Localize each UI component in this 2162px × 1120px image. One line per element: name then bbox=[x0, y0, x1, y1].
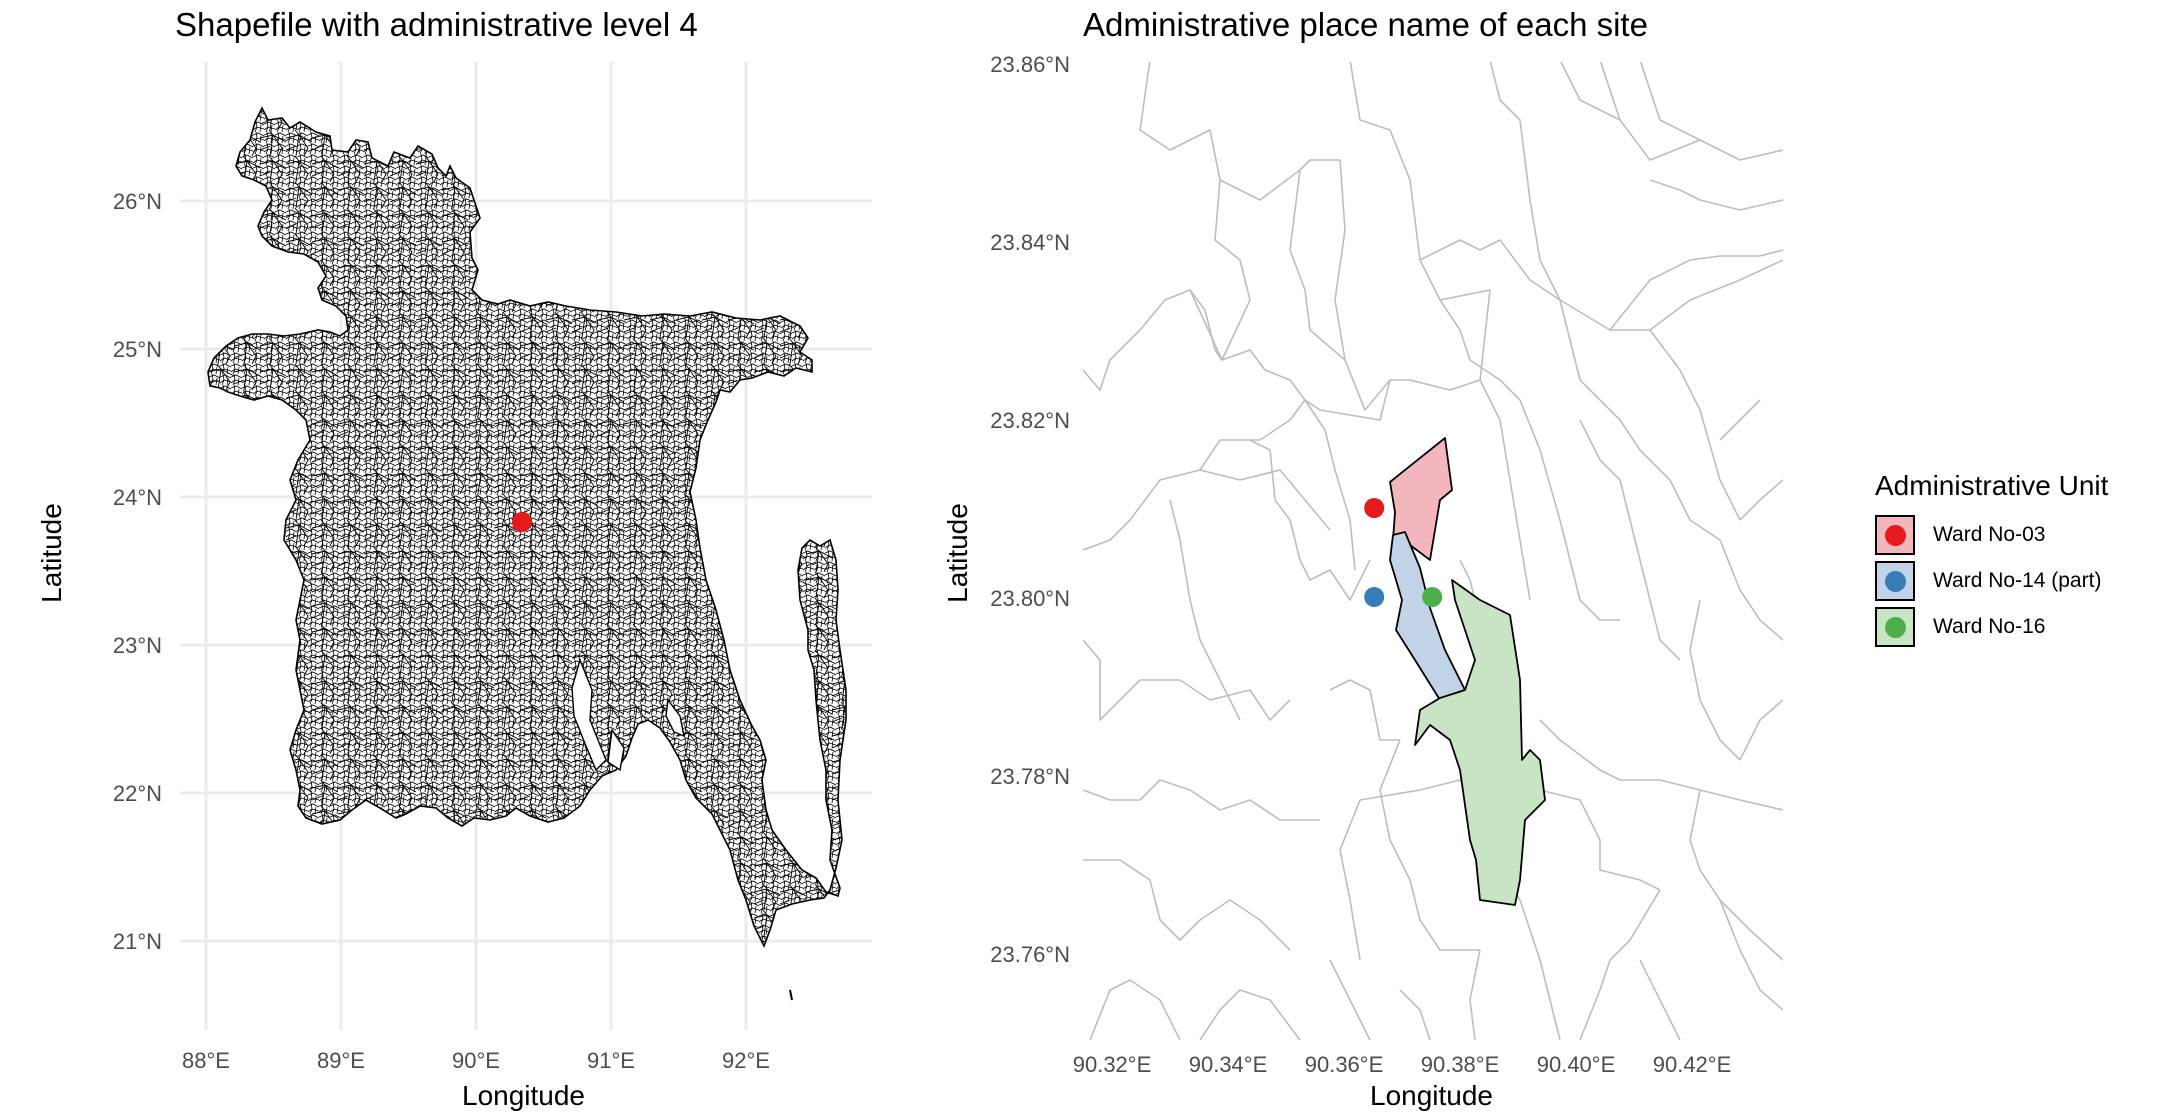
left-map-title: Shapefile with administrative level 4 bbox=[175, 6, 698, 43]
ward-polygons bbox=[1389, 437, 1546, 906]
right-x-tick: 90.38°E bbox=[1420, 1052, 1500, 1077]
left-y-tick: 24°N bbox=[112, 485, 162, 510]
legend-item-ward-03: Ward No-03 bbox=[1875, 512, 2108, 558]
left-y-tick: 25°N bbox=[112, 337, 162, 362]
right-x-axis-label: Longitude bbox=[1370, 1080, 1494, 1111]
right-y-tick: 23.84°N bbox=[990, 230, 1070, 255]
legend-dot bbox=[1884, 524, 1906, 546]
site-points bbox=[1364, 498, 1443, 607]
admin-boundaries bbox=[1083, 62, 1783, 1040]
legend-dot bbox=[1884, 570, 1906, 592]
left-y-tick: 23°N bbox=[112, 633, 162, 658]
legend-item-ward-16: Ward No-16 bbox=[1875, 604, 2108, 650]
left-x-tick: 88°E bbox=[182, 1048, 230, 1073]
right-y-tick: 23.78°N bbox=[990, 764, 1070, 789]
right-y-tick: 23.82°N bbox=[990, 408, 1070, 433]
site-point-left bbox=[512, 512, 532, 532]
right-x-tick: 90.34°E bbox=[1188, 1052, 1268, 1077]
legend-title: Administrative Unit bbox=[1875, 470, 2109, 501]
right-y-tick: 23.86°N bbox=[990, 52, 1070, 77]
right-x-tick: 90.40°E bbox=[1536, 1052, 1616, 1077]
site-point bbox=[1422, 587, 1443, 607]
legend-key bbox=[1875, 561, 1915, 601]
right-y-tick: 23.76°N bbox=[990, 942, 1070, 967]
legend-key bbox=[1875, 607, 1915, 647]
legend-label: Ward No-03 bbox=[1933, 523, 2046, 546]
ward-03-polygon bbox=[1389, 437, 1453, 561]
right-y-tick: 23.80°N bbox=[990, 586, 1070, 611]
site-point bbox=[1364, 587, 1385, 607]
legend-key bbox=[1875, 515, 1915, 555]
left-x-tick: 89°E bbox=[317, 1048, 365, 1073]
legend-dot bbox=[1884, 616, 1906, 638]
left-y-tick: 26°N bbox=[112, 189, 162, 214]
right-x-tick: 90.32°E bbox=[1072, 1052, 1152, 1077]
legend-item-ward-14: Ward No-14 (part) bbox=[1875, 558, 2108, 604]
left-x-tick: 91°E bbox=[587, 1048, 635, 1073]
left-x-tick: 92°E bbox=[722, 1048, 770, 1073]
ward-16-polygon bbox=[1414, 579, 1546, 906]
left-x-axis-label: Longitude bbox=[462, 1080, 586, 1111]
left-x-tick: 90°E bbox=[452, 1048, 500, 1073]
legend-label: Ward No-14 (part) bbox=[1933, 569, 2102, 592]
legend-label: Ward No-16 bbox=[1933, 615, 2046, 638]
right-x-tick: 90.42°E bbox=[1652, 1052, 1732, 1077]
right-map-title: Administrative place name of each site bbox=[1083, 6, 1648, 43]
legend: Administrative Unit Ward No-03 Ward No-1… bbox=[1875, 470, 2108, 650]
site-point bbox=[1364, 498, 1385, 518]
left-y-tick: 21°N bbox=[112, 929, 162, 954]
left-y-tick: 22°N bbox=[112, 781, 162, 806]
right-x-tick: 90.36°E bbox=[1304, 1052, 1384, 1077]
